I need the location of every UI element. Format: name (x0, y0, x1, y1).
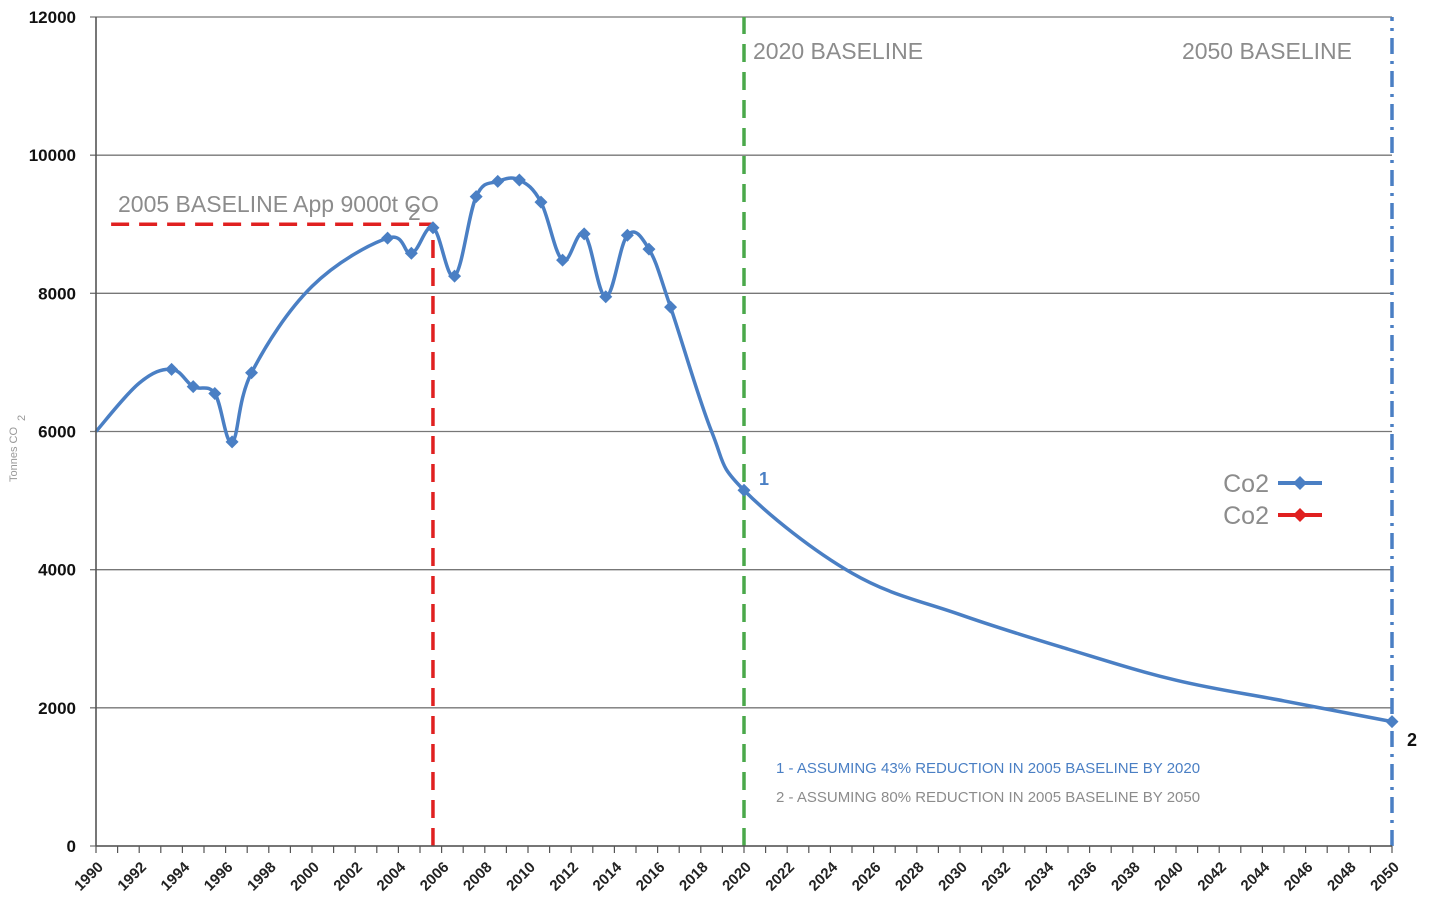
data-point-marker (534, 195, 548, 209)
x-tick-label: 2002 (330, 859, 366, 895)
x-tick-label: 1996 (201, 859, 237, 895)
x-tick-label: 2050 (1367, 859, 1403, 895)
data-point-marker (165, 362, 179, 376)
data-point-marker (381, 231, 395, 245)
x-tick-label: 2048 (1324, 859, 1360, 895)
baseline-2005-label: 2005 BASELINE App 9000t CO (118, 191, 439, 217)
data-point-marker (1385, 715, 1399, 729)
data-point-marker (737, 483, 751, 497)
y-tick-label: 6000 (38, 423, 76, 442)
point-1-label: 1 (759, 469, 769, 489)
x-tick-label: 2026 (849, 859, 885, 895)
data-point-marker (208, 387, 222, 401)
legend-marker-swatch (1293, 508, 1307, 522)
y-tick-label: 0 (67, 837, 76, 856)
x-tick-label: 2022 (762, 859, 798, 895)
x-tick-label: 1990 (71, 859, 107, 895)
x-tick-label: 1992 (114, 859, 150, 895)
x-tick-label: 2044 (1238, 858, 1274, 894)
data-point-marker (620, 228, 634, 242)
x-tick-label: 2028 (892, 859, 928, 895)
data-point-marker (577, 227, 591, 241)
y-tick-label: 2000 (38, 699, 76, 718)
x-tick-label: 2000 (287, 859, 323, 895)
data-point-marker (448, 269, 462, 283)
baseline-2005-subscript: 2 (408, 199, 421, 225)
x-tick-label: 2040 (1151, 859, 1187, 895)
data-point-marker (426, 221, 440, 235)
y-axis-label-subscript: 2 (16, 415, 28, 421)
x-tick-label: 2030 (935, 859, 971, 895)
y-tick-label: 8000 (38, 284, 76, 303)
data-point-marker (469, 190, 483, 204)
x-tick-label: 2010 (503, 859, 539, 895)
x-tick-label: 2042 (1194, 859, 1230, 895)
y-axis-label: Tonnes CO (8, 427, 20, 482)
data-point-marker (491, 174, 505, 188)
data-point-marker (245, 366, 259, 380)
baseline-2050-label: 2050 BASELINE (1182, 38, 1352, 64)
x-tick-label: 2012 (546, 859, 582, 895)
x-tick-label: 2018 (676, 859, 712, 895)
x-tick-label: 2034 (1022, 858, 1058, 894)
data-point-marker (512, 173, 526, 187)
x-tick-label: 1994 (158, 858, 194, 894)
y-tick-label: 10000 (29, 146, 76, 165)
legend-marker-swatch (1293, 476, 1307, 490)
data-point-marker (404, 246, 418, 260)
legend-label: Co2 (1223, 502, 1269, 530)
x-tick-label: 2038 (1108, 859, 1144, 895)
legend-label: Co2 (1223, 470, 1269, 498)
x-tick-label: 2036 (1065, 859, 1101, 895)
x-tick-label: 2016 (633, 859, 669, 895)
point-2-label: 2 (1407, 730, 1417, 750)
data-point-marker (642, 242, 656, 256)
x-tick-label: 2024 (806, 858, 842, 894)
co2-series-line (94, 176, 1393, 724)
x-tick-label: 2014 (590, 858, 626, 894)
x-tick-label: 2008 (460, 859, 496, 895)
data-point-marker (186, 380, 200, 394)
baseline-2020-label: 2020 BASELINE (753, 38, 923, 64)
x-tick-label: 1998 (244, 859, 280, 895)
x-tick-label: 2032 (978, 859, 1014, 895)
y-tick-label: 12000 (29, 8, 76, 27)
x-tick-label: 2046 (1281, 859, 1317, 895)
y-tick-label: 4000 (38, 561, 76, 580)
data-point-marker (556, 253, 570, 267)
data-point-marker (225, 435, 239, 449)
data-point-marker (664, 300, 678, 314)
x-tick-label: 2006 (417, 859, 453, 895)
footnote-1: 1 - ASSUMING 43% REDUCTION IN 2005 BASEL… (776, 760, 1200, 777)
data-point-marker (599, 290, 613, 304)
footnote-2: 2 - ASSUMING 80% REDUCTION IN 2005 BASEL… (776, 789, 1200, 806)
x-tick-label: 2004 (374, 858, 410, 894)
x-tick-label: 2020 (719, 859, 755, 895)
